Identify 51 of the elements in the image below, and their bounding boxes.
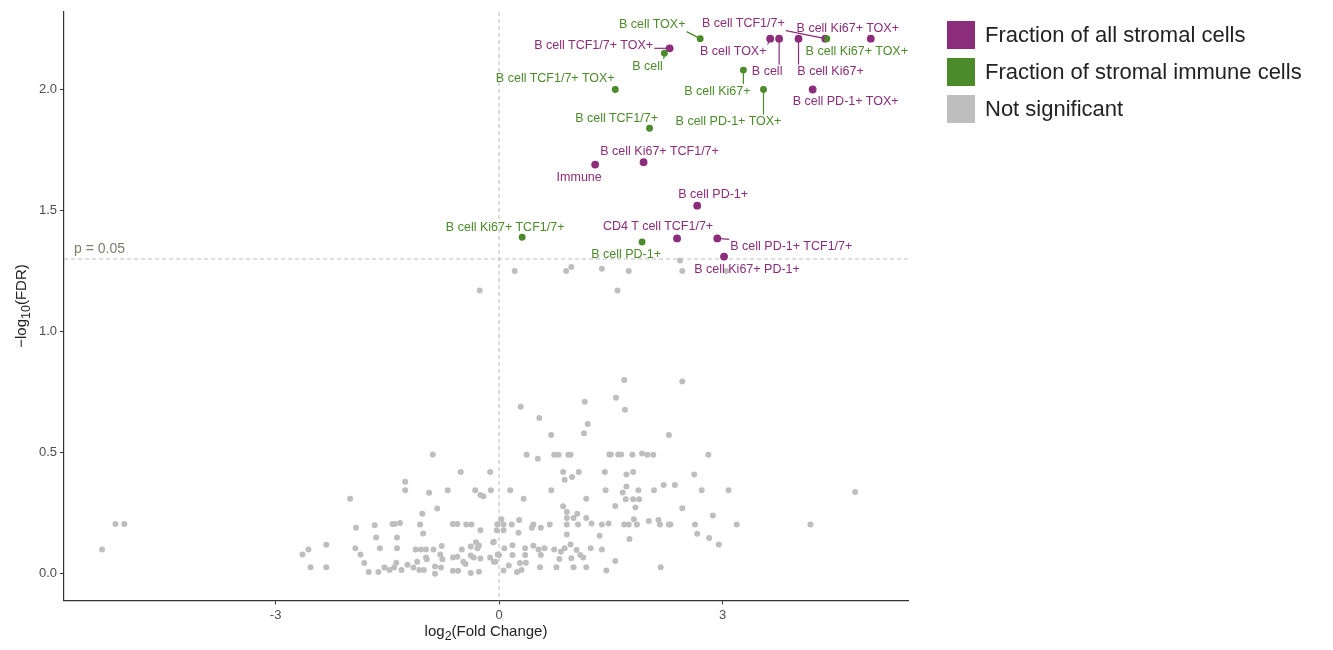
point <box>673 234 681 243</box>
annotation: B cell TCF1/7+ TOX+ <box>495 70 615 85</box>
annotation: B cell Ki67+ TCF1/7+ <box>600 143 719 158</box>
annotation: B cell Ki67+ TOX+ <box>796 21 899 36</box>
point <box>866 34 875 43</box>
annotation: B cell TCF1/7+ TOX+ <box>534 37 654 52</box>
annotation: p = 0.05 <box>74 239 126 256</box>
x-axis-title: log$_{2}$(Fold Change) <box>424 622 548 644</box>
point <box>518 233 526 241</box>
point <box>638 238 646 246</box>
point <box>646 124 653 132</box>
point <box>775 34 784 43</box>
annotation: B cell Ki67+ <box>797 64 864 79</box>
y-tick-label: 1.0 <box>38 323 58 339</box>
annotation: B cell Ki67+ PD-1+ <box>694 262 800 277</box>
annotation: B cell Ki67+ TCF1/7+ <box>445 219 565 234</box>
x-tick-label: 0 <box>495 606 503 622</box>
annotation: B cell TCF1/7+ <box>701 16 785 31</box>
annotation: B cell <box>751 64 783 79</box>
y-tick-label: 0.0 <box>38 565 58 581</box>
annotation: B cell TOX+ <box>699 44 767 59</box>
x-tick-label: -3 <box>269 606 282 622</box>
legend-label: Fraction of stromal immune cells <box>985 58 1302 85</box>
annotation: CD4 T cell TCF1/7+ <box>603 218 714 233</box>
y-tick-label: 0.5 <box>38 444 58 460</box>
point <box>693 201 702 210</box>
annotation: Immune <box>556 170 602 184</box>
point <box>639 158 648 167</box>
annotation: B cell Ki67+ <box>684 83 751 98</box>
annotation: B cell PD-1+ TOX+ <box>675 113 782 128</box>
point <box>766 34 775 43</box>
annotation: B cell PD-1+ <box>678 187 749 202</box>
annotation: B cell PD-1+ TCF1/7+ <box>730 238 853 253</box>
x-tick-label: 3 <box>718 606 727 622</box>
y-tick-label: 2.0 <box>38 81 58 97</box>
legend-label: Not significant <box>985 95 1124 122</box>
annotation: B cell PD-1+ TOX+ <box>792 93 899 108</box>
point <box>696 35 704 43</box>
point <box>591 160 600 169</box>
annotation: B cell Ki67+ TOX+ <box>805 44 908 59</box>
point <box>808 85 817 94</box>
annotation: B cell TCF1/7+ <box>575 110 658 125</box>
annotation: B cell TOX+ <box>618 17 686 32</box>
point <box>611 86 619 93</box>
annotation: B cell PD-1+ <box>591 247 661 262</box>
point <box>739 66 747 74</box>
point <box>720 252 728 261</box>
annotation: B cell <box>632 58 663 73</box>
legend-label: Fraction of all stromal cells <box>985 21 1246 48</box>
point <box>713 234 722 243</box>
y-tick-label: 1.5 <box>38 202 58 218</box>
